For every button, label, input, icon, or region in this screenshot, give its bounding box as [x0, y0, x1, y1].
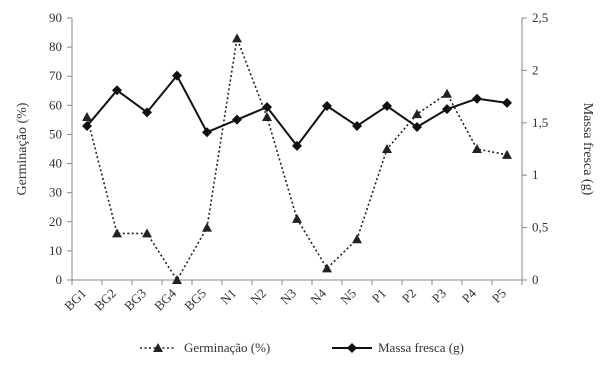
x-tick-label: P1 — [369, 286, 389, 306]
legend-germinacao-marker — [153, 343, 163, 352]
germinacao-point — [112, 228, 122, 238]
right-tick-label: 2,5 — [532, 10, 548, 25]
legend-massa-fresca-label: Massa fresca (g) — [378, 340, 464, 355]
left-tick-label: 40 — [49, 156, 62, 171]
x-tick-label: N3 — [277, 286, 299, 308]
massa-fresca-point — [382, 101, 392, 112]
germinacao-point — [502, 149, 512, 159]
left-tick-label: 60 — [49, 97, 62, 112]
germinacao-point — [232, 33, 242, 43]
germinacao-point — [322, 263, 332, 273]
right-tick-label: 1,5 — [532, 115, 548, 130]
germinacao-point — [172, 275, 182, 284]
x-tick-label: P2 — [399, 286, 419, 306]
left-tick-label: 10 — [49, 243, 62, 258]
x-tick-label: P4 — [459, 285, 480, 306]
germinacao-point — [292, 213, 302, 223]
massa-fresca-point — [232, 114, 242, 125]
germinacao-point — [472, 144, 482, 153]
x-tick-label: N4 — [307, 285, 329, 307]
right-axis-title: Massa fresca (g) — [580, 103, 595, 196]
germinacao-point — [142, 228, 152, 238]
massa-fresca-point — [172, 70, 182, 81]
left-tick-label: 90 — [49, 10, 62, 25]
left-tick-label: 30 — [49, 185, 62, 200]
massa-fresca-point — [412, 121, 422, 132]
left-tick-label: 50 — [49, 126, 62, 141]
left-tick-label: 80 — [49, 39, 62, 54]
x-tick-label: P3 — [429, 286, 449, 306]
massa-fresca-point — [112, 85, 122, 96]
massa-fresca-point — [82, 120, 92, 131]
x-tick-label: N1 — [217, 286, 239, 308]
germinacao-point — [382, 144, 392, 153]
germinacao-point — [82, 111, 92, 121]
legend-massa-fresca-marker — [347, 343, 357, 353]
germinacao-point — [202, 222, 212, 232]
massa-fresca-point — [442, 104, 452, 115]
right-tick-label: 1 — [532, 167, 539, 182]
x-tick-label: BG2 — [91, 286, 119, 314]
x-tick-label: P5 — [489, 286, 509, 306]
left-tick-label: 70 — [49, 68, 62, 83]
x-tick-label: BG5 — [181, 286, 209, 314]
massa-fresca-point — [292, 140, 302, 151]
germinacao-point — [412, 109, 422, 119]
x-tick-label: BG3 — [121, 286, 149, 314]
massa-fresca-point — [322, 101, 332, 112]
x-tick-label: BG1 — [61, 286, 89, 314]
germinacao-point — [442, 88, 452, 98]
massa-fresca-point — [142, 107, 152, 118]
germinacao-line — [86, 35, 508, 282]
left-tick-label: 20 — [49, 214, 62, 229]
right-tick-label: 0,5 — [532, 220, 548, 235]
massa-fresca-point — [202, 127, 212, 138]
right-tick-label: 0 — [532, 272, 539, 287]
x-tick-label: N5 — [337, 286, 359, 308]
left-axis-title: Germinação (%) — [15, 102, 30, 195]
massa-fresca-point — [352, 120, 362, 131]
massa-fresca-point — [502, 97, 512, 108]
x-tick-label: BG4 — [151, 285, 179, 313]
x-tick-label: N2 — [247, 286, 269, 308]
legend-germinacao-label: Germinação (%) — [184, 340, 270, 355]
massa-fresca-point — [262, 102, 272, 113]
left-tick-label: 0 — [56, 272, 63, 287]
right-tick-label: 2 — [532, 62, 539, 77]
germinacao-point — [262, 111, 272, 121]
massa-fresca-point — [472, 93, 482, 104]
germinacao-point — [352, 234, 362, 244]
